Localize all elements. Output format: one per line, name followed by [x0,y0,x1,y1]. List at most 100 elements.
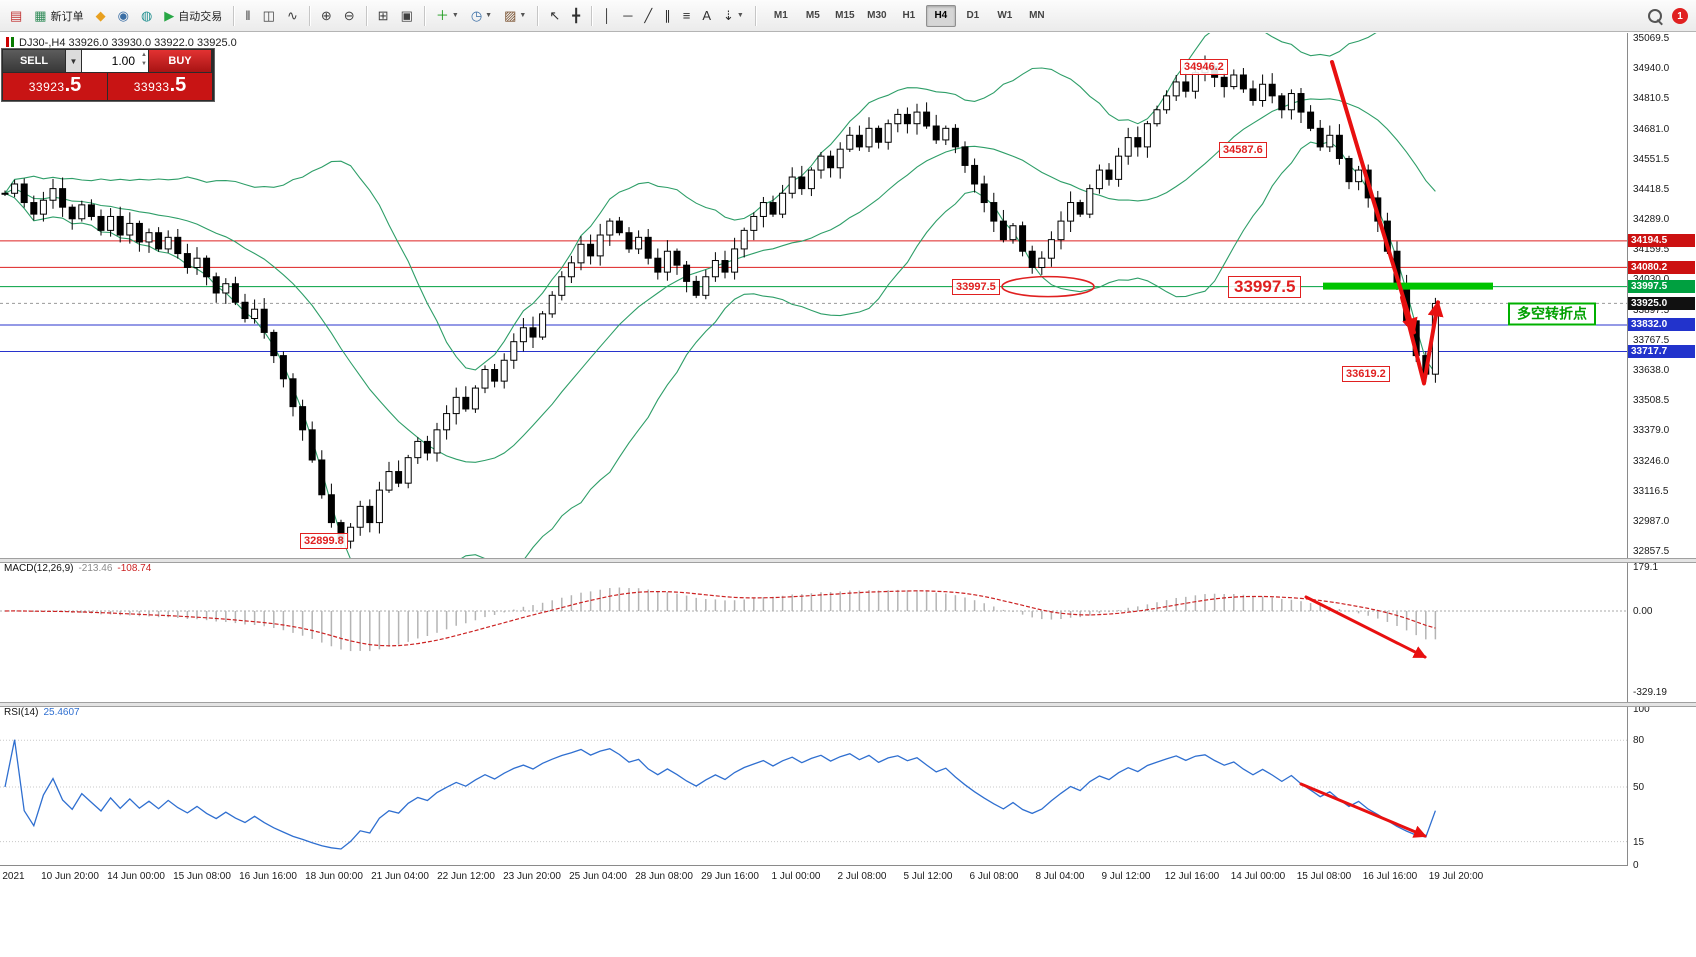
price-axis-tick: 33638.0 [1633,364,1670,376]
time-axis-tick: 15 Jul 08:00 [1296,871,1352,882]
price-tag-33997.5: 33997.5 [1628,280,1695,294]
community-icon[interactable]: ◉ [113,3,134,29]
text-tool-glyph: A [702,8,712,23]
time-axis-tick: 16 Jun 16:00 [239,871,297,882]
trend-arrow[interactable] [1400,295,1444,386]
level-lines [0,240,1628,353]
price-annotation-34587.6[interactable]: 34587.6 [1219,141,1267,158]
crosshair-tool-button[interactable]: ╋ [567,3,585,29]
timeframe-button-h1[interactable]: H1 [902,10,916,21]
new-order-glyph: ▦ [34,8,47,23]
vertical-line-tool-glyph: │ [603,8,612,23]
price-axis-tick: 34810.5 [1633,93,1670,105]
vertical-line-tool-button[interactable]: │ [598,3,616,29]
dropdown-arrow-icon: ▼ [519,12,527,19]
timeframe-button-m1[interactable]: M1 [773,10,788,21]
periods-button[interactable]: ◷ ▼ [466,3,497,29]
time-axis[interactable]: Jun 2021 10 Jun 20:00 14 Jun 00:00 15 Jun 0… [0,865,1628,892]
volume-input[interactable]: 1.00 ▲ ▼ [82,50,148,72]
search-icon[interactable] [1648,9,1662,23]
tile-windows-button[interactable]: ⊞ [373,3,394,29]
timeframe-button-mn[interactable]: MN [1029,10,1045,21]
buy-button[interactable]: BUY [149,50,211,72]
candlestick-type-glyph: ◫ [262,8,275,23]
macd-axis-tick: 0.00 [1633,606,1653,617]
price-axis-tick: 33246.0 [1633,455,1670,467]
drawn-objects[interactable] [1001,60,1493,386]
price-annotation-33619.2[interactable]: 33619.2 [1342,366,1390,383]
fibonacci-tool-button[interactable]: ≡ [678,3,696,29]
timeframe-button-d1[interactable]: D1 [966,10,980,21]
price-annotation-34946.2[interactable]: 34946.2 [1180,58,1228,75]
charts-window-icon[interactable]: ▤ [5,3,27,29]
autotrade-button[interactable]: ▶ 自动交易 [159,3,227,29]
time-axis-tick: 23 Jun 20:00 [503,871,561,882]
zoom-in-button[interactable]: ⊕ [316,3,337,29]
rsi-trend-arrow[interactable] [1299,782,1427,838]
time-axis-tick: 29 Jun 16:00 [701,871,759,882]
price-axis-tick: 34551.5 [1633,153,1670,165]
macd-trend-arrow[interactable] [1304,595,1427,659]
volume-dropdown-icon[interactable]: ▼ [66,50,81,72]
timeframe-button-m5[interactable]: M5 [805,10,820,21]
price-tag-33925.0: 33925.0 [1628,296,1695,310]
mql-wizard-icon-glyph: ◆ [95,8,106,23]
price-annotation-32899.8[interactable]: 32899.8 [300,533,348,550]
bar-chart-type-button[interactable]: ‖ [240,3,255,29]
macd-axis-tick: 179.1 [1633,562,1659,573]
main-chart-canvas[interactable] [0,33,1628,558]
key-level-bar[interactable] [1323,282,1493,290]
time-axis-tick: Jun 2021 [0,871,25,882]
toolbar-buttons: ▤ ▦ 新订单 ◆ ◉ ◍ ▶ 自动交易 ‖ ◫ ∿ ⊕ ⊖ ⊞ ▣ ＋ ▼ ◷ ▼ ▨ ▼ ↖ ╋ │ ─ ╱ ∥ ≡ A ⇣ ▼ [4,3,761,29]
mql-wizard-icon[interactable]: ◆ [91,3,111,29]
price-annotation-33997.5[interactable]: 33997.5 [952,278,1000,295]
symbol-ohlc-info: DJ30-,H4 33926.0 33930.0 33922.0 33925.0 [6,37,237,49]
toolbar-separator [308,5,310,26]
indicators-button[interactable]: ＋ ▼ [431,3,464,29]
channel-tool-button[interactable]: ∥ [659,3,676,29]
new-order-button[interactable]: ▦ 新订单 [29,3,88,29]
text-tool-button[interactable]: A [697,3,716,29]
main-toolbar: ▤ ▦ 新订单 ◆ ◉ ◍ ▶ 自动交易 ‖ ◫ ∿ ⊕ ⊖ ⊞ ▣ ＋ ▼ ◷ ▼ ▨ ▼ ↖ ╋ │ ─ ╱ ∥ ≡ A ⇣ ▼ M1 M… [0,0,1696,32]
trendline-tool-button[interactable]: ╱ [639,3,657,29]
rsi-indicator-label: RSI(14) 25.4607 [4,707,80,718]
panel-splitter[interactable] [0,558,1696,563]
ask-price: 33933.5 [108,73,212,100]
panel-splitter[interactable] [0,702,1696,707]
price-axis[interactable]: 35069.5 34940.0 34810.5 34681.0 34551.5 34418… [1627,33,1696,871]
macd-canvas[interactable] [0,561,1628,702]
zoom-out-button[interactable]: ⊖ [339,3,360,29]
timeframe-button-m15[interactable]: M15 [835,10,855,21]
cascade-windows-button[interactable]: ▣ [396,3,418,29]
highlight-ellipse[interactable] [1001,275,1095,298]
templates-button[interactable]: ▨ ▼ [499,3,531,29]
turning-point-label[interactable]: 多空转折点 [1508,302,1596,326]
horizontal-line-tool-glyph: ─ [623,8,633,23]
timeframe-button-m30[interactable]: M30 [867,10,887,21]
time-axis-tick: 5 Jul 12:00 [903,871,953,882]
notification-badge[interactable]: 1 [1672,8,1688,24]
rsi-axis-tick: 100 [1633,704,1650,715]
price-axis-tick: 34418.5 [1633,183,1670,195]
time-axis-tick: 21 Jun 04:00 [371,871,429,882]
trend-arrow[interactable] [1330,60,1418,335]
sell-button[interactable]: SELL [3,50,65,72]
arrows-tool-button[interactable]: ⇣ ▼ [718,3,749,29]
line-chart-type-button[interactable]: ∿ [282,3,303,29]
alerts-icon[interactable]: ◍ [136,3,157,29]
rsi-canvas[interactable] [0,705,1628,865]
price-annotation-33997.5[interactable]: 33997.5 [1228,275,1302,298]
timeframe-button-h4[interactable]: H4 [925,4,956,27]
volume-stepper[interactable]: ▲ ▼ [141,52,147,67]
time-axis-tick: 28 Jun 08:00 [635,871,693,882]
time-axis-tick: 9 Jul 12:00 [1101,871,1151,882]
time-axis-tick: 6 Jul 08:00 [969,871,1019,882]
toolbar-right: 1 [1648,0,1688,32]
timeframe-button-w1[interactable]: W1 [997,10,1013,21]
time-axis-tick: 1 Jul 00:00 [771,871,821,882]
time-axis-tick: 14 Jun 00:00 [107,871,165,882]
cursor-tool-button[interactable]: ↖ [544,3,565,29]
toolbar-separator [233,5,235,26]
horizontal-line-tool-button[interactable]: ─ [618,3,637,29]
candlestick-type-button[interactable]: ◫ [258,3,280,29]
